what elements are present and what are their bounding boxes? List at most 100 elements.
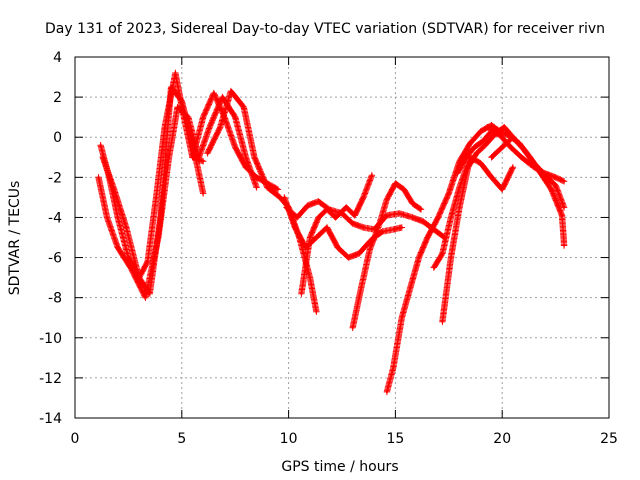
data-point <box>154 196 158 199</box>
data-point <box>137 276 141 279</box>
data-point <box>101 156 104 159</box>
data-point <box>221 95 224 99</box>
data-point <box>520 156 523 159</box>
data-point <box>351 222 354 225</box>
data-point <box>201 160 205 163</box>
data-point <box>562 206 566 209</box>
data-point <box>234 146 237 149</box>
data-point <box>125 226 128 229</box>
data-point <box>127 256 130 259</box>
y-tick-label: -4 <box>48 210 62 226</box>
data-series-track-9 <box>349 180 425 331</box>
data-point <box>159 216 162 219</box>
data-point <box>308 276 312 279</box>
x-tick-label: 20 <box>493 431 511 447</box>
y-tick-label: -12 <box>39 371 62 387</box>
data-point <box>490 156 493 159</box>
data-point <box>266 186 269 189</box>
data-point <box>347 256 350 259</box>
y-tick-label: 2 <box>53 90 62 106</box>
data-point <box>421 220 425 223</box>
data-point <box>385 198 389 201</box>
data-point <box>501 146 504 149</box>
data-point <box>381 230 384 233</box>
series-markers <box>383 122 506 396</box>
data-point <box>441 252 444 255</box>
data-point <box>336 246 339 249</box>
data-point <box>325 226 329 229</box>
data-point <box>317 216 320 219</box>
data-point <box>503 125 506 129</box>
data-point <box>456 172 459 175</box>
data-point <box>509 146 512 149</box>
data-point <box>255 186 258 189</box>
data-point <box>436 216 440 219</box>
data-point <box>501 188 504 191</box>
data-point <box>295 216 299 219</box>
data-point <box>426 236 429 239</box>
data-point <box>466 166 470 169</box>
data-point <box>129 266 132 269</box>
data-point <box>554 176 557 179</box>
data-point <box>458 206 461 209</box>
data-point <box>97 176 100 179</box>
data-point <box>402 188 406 191</box>
data-series-track-4 <box>189 89 282 193</box>
data-point <box>206 152 209 155</box>
data-point <box>325 208 329 211</box>
y-tick-label: -2 <box>48 170 62 186</box>
data-point <box>334 216 337 219</box>
data-series-track-13 <box>454 128 568 185</box>
data-series-track-15 <box>488 134 568 211</box>
data-point <box>353 214 357 217</box>
data-point <box>398 212 401 215</box>
data-point <box>377 226 380 229</box>
data-point <box>483 144 487 147</box>
data-point <box>283 196 286 199</box>
data-point <box>432 266 436 269</box>
y-axis-label: SDTVAR / TECUs <box>7 181 23 296</box>
data-point <box>479 162 483 165</box>
data-point <box>409 286 412 289</box>
data-point <box>490 176 493 179</box>
data-point <box>201 192 205 195</box>
data-point <box>212 91 216 95</box>
data-point <box>441 320 444 323</box>
data-point <box>496 130 500 133</box>
y-tick-label: -6 <box>48 251 62 267</box>
data-point <box>560 214 564 217</box>
data-point <box>234 115 237 119</box>
data-series-track-3 <box>99 83 207 297</box>
x-axis-label: GPS time / hours <box>281 459 398 475</box>
data-point <box>400 226 404 229</box>
data-point <box>244 156 248 159</box>
data-point <box>244 166 248 169</box>
data-series-track-8 <box>298 172 376 297</box>
data-point <box>449 256 453 259</box>
data-point <box>306 204 310 207</box>
data-series-track-10 <box>383 122 506 396</box>
data-point <box>417 256 421 259</box>
data-series-track-1 <box>97 69 207 281</box>
data-point <box>169 85 173 89</box>
data-point <box>112 186 115 189</box>
data-point <box>562 244 566 247</box>
data-point <box>351 326 354 329</box>
data-point <box>562 180 566 183</box>
data-point <box>468 142 472 145</box>
data-point <box>229 89 233 93</box>
data-point <box>370 174 374 177</box>
data-point <box>308 236 312 239</box>
data-point <box>449 216 453 219</box>
data-point <box>278 196 282 199</box>
data-point <box>368 248 371 251</box>
data-point <box>486 125 489 129</box>
data-point <box>464 156 468 159</box>
x-tick-label: 5 <box>177 431 186 447</box>
data-point <box>99 144 102 147</box>
data-point <box>511 136 515 139</box>
data-point <box>419 208 423 211</box>
data-point <box>447 192 450 195</box>
data-point <box>300 292 303 295</box>
